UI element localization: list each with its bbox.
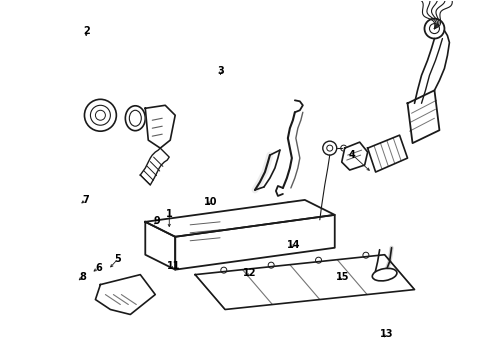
Circle shape bbox=[286, 206, 294, 214]
Ellipse shape bbox=[125, 106, 145, 131]
Text: 4: 4 bbox=[349, 150, 356, 160]
Polygon shape bbox=[195, 255, 415, 310]
Circle shape bbox=[363, 252, 369, 258]
Circle shape bbox=[268, 262, 274, 268]
Text: 10: 10 bbox=[204, 197, 218, 207]
Polygon shape bbox=[175, 215, 335, 270]
Polygon shape bbox=[408, 90, 440, 143]
Ellipse shape bbox=[129, 110, 141, 126]
Text: 3: 3 bbox=[217, 66, 224, 76]
Text: 12: 12 bbox=[243, 268, 257, 278]
Circle shape bbox=[316, 257, 321, 263]
Polygon shape bbox=[368, 135, 408, 172]
Circle shape bbox=[84, 99, 116, 131]
Circle shape bbox=[282, 202, 298, 218]
Polygon shape bbox=[342, 142, 368, 170]
Text: 11: 11 bbox=[168, 261, 181, 271]
Text: 9: 9 bbox=[154, 216, 160, 226]
Circle shape bbox=[185, 218, 205, 238]
Circle shape bbox=[190, 223, 200, 233]
Polygon shape bbox=[145, 105, 175, 148]
Polygon shape bbox=[145, 222, 175, 270]
Text: 1: 1 bbox=[166, 209, 172, 219]
Polygon shape bbox=[140, 148, 169, 185]
Circle shape bbox=[341, 145, 347, 151]
Text: 14: 14 bbox=[287, 239, 300, 249]
Text: 13: 13 bbox=[380, 329, 393, 339]
Circle shape bbox=[91, 105, 110, 125]
Text: 15: 15 bbox=[336, 272, 349, 282]
Text: 5: 5 bbox=[115, 254, 122, 264]
Circle shape bbox=[323, 141, 337, 155]
Circle shape bbox=[96, 110, 105, 120]
Circle shape bbox=[429, 24, 440, 33]
Polygon shape bbox=[145, 200, 335, 237]
Text: 2: 2 bbox=[83, 26, 90, 36]
Text: 6: 6 bbox=[95, 263, 102, 273]
Circle shape bbox=[424, 19, 444, 39]
Circle shape bbox=[327, 145, 333, 151]
Polygon shape bbox=[96, 275, 155, 315]
Ellipse shape bbox=[372, 268, 397, 281]
Text: 7: 7 bbox=[83, 195, 90, 205]
Text: 8: 8 bbox=[79, 272, 86, 282]
Circle shape bbox=[221, 267, 227, 273]
